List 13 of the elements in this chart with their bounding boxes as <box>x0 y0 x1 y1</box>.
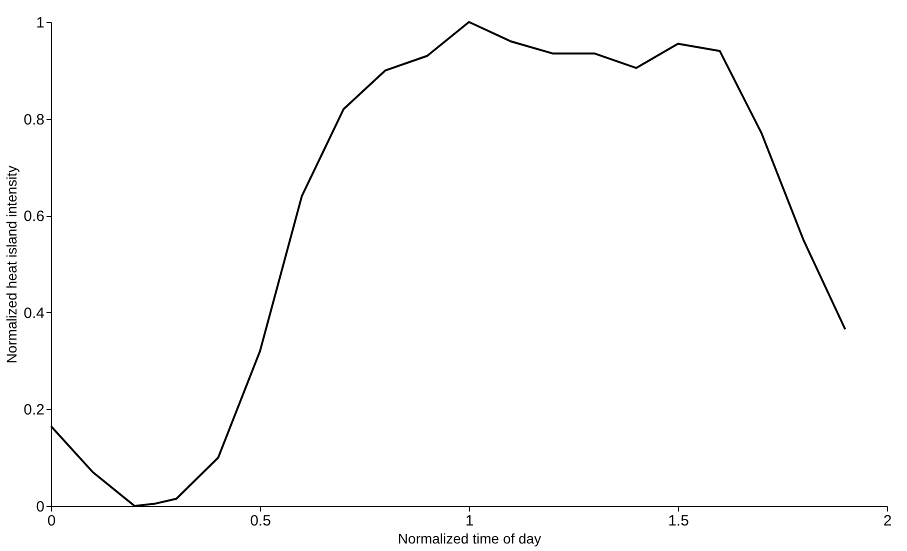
x-axis-title: Normalized time of day <box>398 530 542 546</box>
x-tick-label: 1.5 <box>668 512 689 530</box>
y-tick-label: 0.8 <box>24 111 44 128</box>
x-tick-label: 2 <box>883 512 892 530</box>
y-tick-label: 0.2 <box>24 402 44 419</box>
y-tick-label: 0.4 <box>24 304 44 322</box>
y-tick-label: 0 <box>36 498 44 516</box>
y-tick-label: 0.6 <box>24 208 44 226</box>
x-tick-label: 0 <box>47 512 56 530</box>
y-axis-title: Normalized heat island intensity <box>4 166 20 364</box>
x-tick-label: 1 <box>465 512 474 530</box>
x-tick-label: 0.5 <box>250 512 271 530</box>
y-tick-label: 1 <box>36 14 44 32</box>
